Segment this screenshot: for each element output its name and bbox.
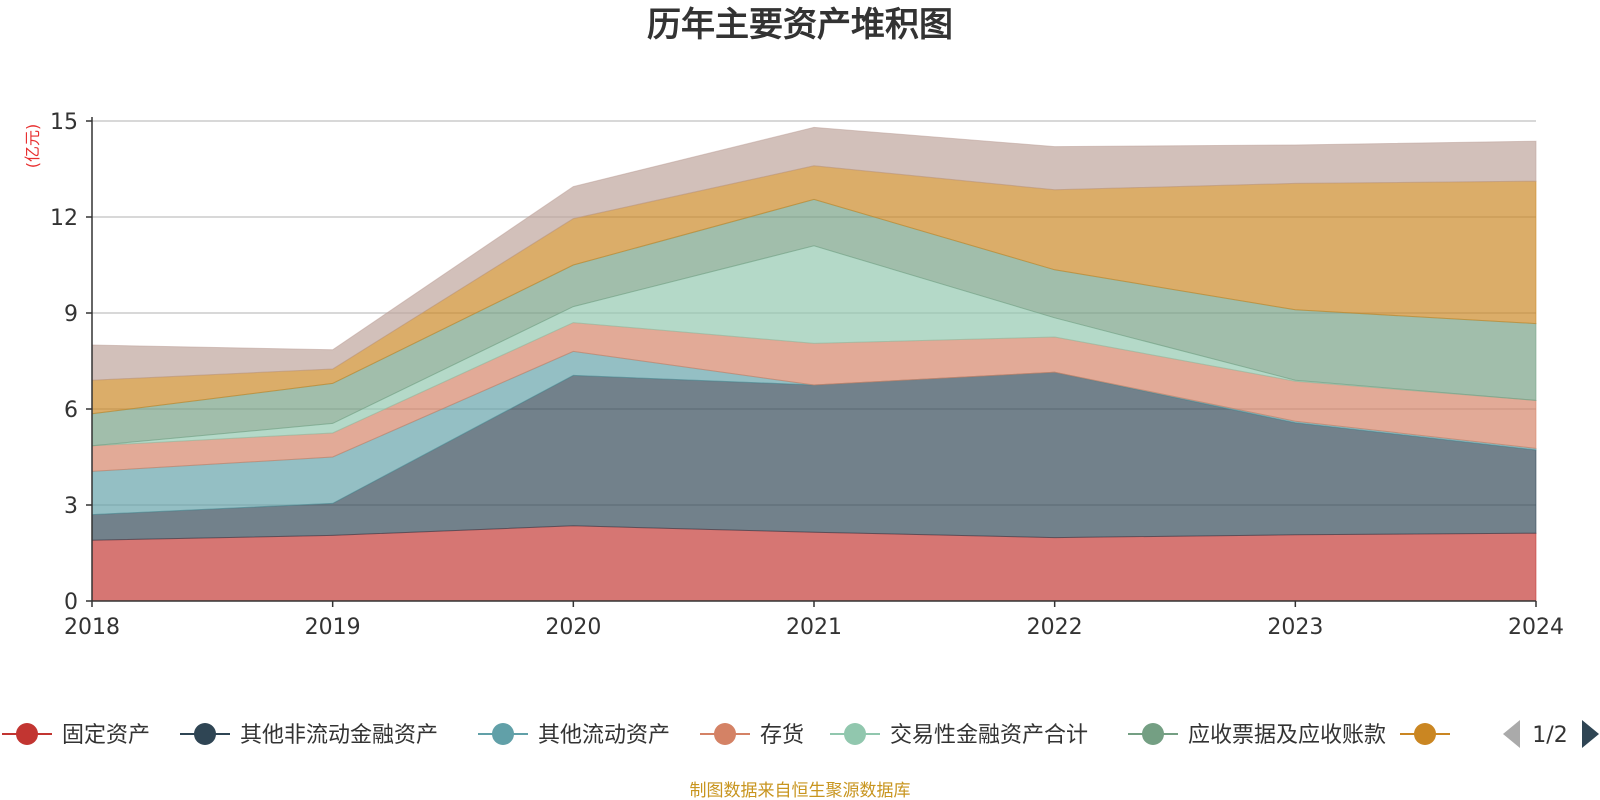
y-tick-label: 15 <box>50 110 78 135</box>
x-tick-labels: 2018 2019 2020 2021 2022 2023 2024 <box>64 615 1564 640</box>
x-tick-label: 2020 <box>545 615 601 640</box>
y-tick-labels: 0 3 6 9 12 15 <box>50 110 78 615</box>
legend-marker <box>1142 723 1164 745</box>
legend-label: 固定资产 <box>62 723 150 748</box>
y-axis-unit-label: (亿元) <box>23 124 42 169</box>
legend-item[interactable]: 交易性金融资产合计 <box>830 723 1088 748</box>
legend-item[interactable]: 其他非流动金融资产 <box>180 723 438 748</box>
legend-marker <box>844 723 866 745</box>
y-tick-label: 6 <box>64 398 78 423</box>
legend-label: 应收票据及应收账款 <box>1188 723 1386 748</box>
legend: 固定资产 其他非流动金融资产 其他流动资产 存货 交易性金融资产合计 应收票据及应收账款 <box>2 723 1450 748</box>
area-series-8[interactable] <box>91 126 1537 381</box>
legend-marker <box>1414 723 1436 745</box>
x-tick-label: 2021 <box>786 615 842 640</box>
area-series-1[interactable] <box>91 525 1537 602</box>
data-source-note: 制图数据来自恒生聚源数据库 <box>690 781 911 800</box>
area-series-group <box>91 126 1537 602</box>
y-tick-label: 12 <box>50 206 78 231</box>
legend-item[interactable]: 应收票据及应收账款 <box>1128 723 1386 748</box>
axes <box>91 117 1537 607</box>
legend-item[interactable]: 固定资产 <box>2 723 150 748</box>
y-tick-label: 9 <box>64 302 78 327</box>
legend-marker <box>492 723 514 745</box>
x-tick-label: 2022 <box>1027 615 1083 640</box>
x-tick-label: 2018 <box>64 615 120 640</box>
x-tick-label: 2023 <box>1267 615 1323 640</box>
legend-pager: 1/2 <box>1503 720 1599 748</box>
legend-marker <box>16 723 38 745</box>
legend-prev-arrow-icon[interactable] <box>1503 720 1520 748</box>
legend-label: 其他非流动金融资产 <box>240 723 438 748</box>
legend-marker <box>714 723 736 745</box>
legend-item[interactable] <box>1400 723 1450 745</box>
legend-label: 交易性金融资产合计 <box>890 723 1088 748</box>
legend-item[interactable]: 存货 <box>700 723 804 748</box>
y-tick-label: 3 <box>64 494 78 519</box>
chart-title: 历年主要资产堆积图 <box>647 5 953 45</box>
legend-next-arrow-icon[interactable] <box>1582 720 1599 748</box>
x-tick-label: 2024 <box>1508 615 1564 640</box>
legend-label: 存货 <box>760 723 804 748</box>
x-tick-label: 2019 <box>305 615 361 640</box>
legend-item[interactable]: 其他流动资产 <box>478 723 670 748</box>
legend-marker <box>194 723 216 745</box>
legend-label: 其他流动资产 <box>538 723 670 748</box>
y-tick-label: 0 <box>64 590 78 615</box>
legend-page-indicator: 1/2 <box>1532 723 1567 748</box>
